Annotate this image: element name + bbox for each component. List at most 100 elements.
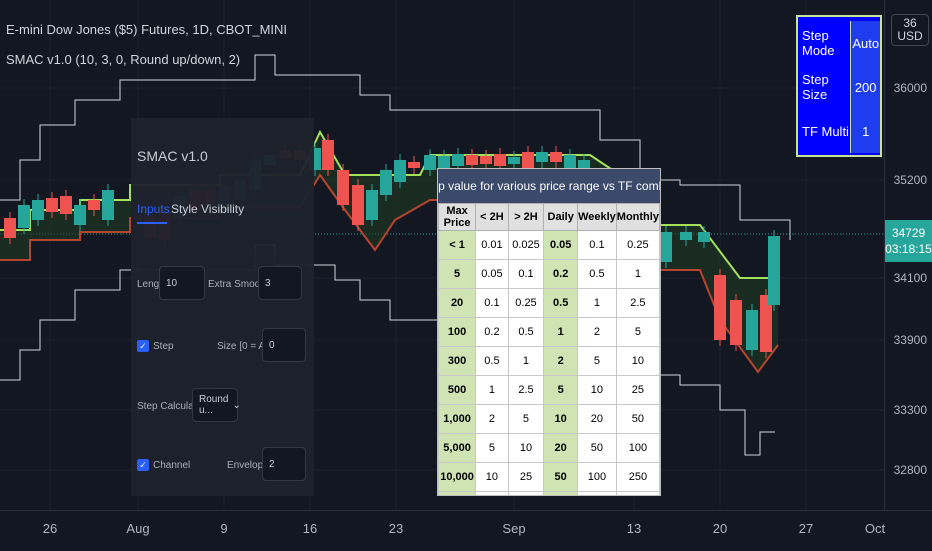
table-cell: 100 xyxy=(543,491,579,495)
envelope-input[interactable]: 2 xyxy=(262,447,306,481)
candle-body xyxy=(88,200,100,210)
size-label: Size [0 = Auto] xyxy=(217,341,282,352)
tab-visibility[interactable]: Visibility xyxy=(201,202,245,216)
last-price: 34729 xyxy=(891,226,926,240)
table-cell: 1,000 xyxy=(438,404,477,434)
currency-label: USD xyxy=(897,29,923,43)
price-label: 34100 xyxy=(893,271,927,285)
candle-body xyxy=(522,152,534,168)
time-label: 9 xyxy=(220,521,228,536)
table-cell: 2.5 xyxy=(507,375,545,405)
candle-body xyxy=(32,200,44,220)
table-cell: 20 xyxy=(475,491,509,495)
table-cell: < 1 xyxy=(438,230,477,260)
table-cell: 100 xyxy=(615,433,660,463)
table-cell: 0.5 xyxy=(543,288,579,318)
step-calculation-select[interactable]: Round u... ⌄ xyxy=(192,388,241,422)
candle-body xyxy=(337,170,349,205)
time-axis[interactable]: 26 Aug 9 16 23 Sep 13 20 27 Oct xyxy=(0,510,932,551)
table-cell: 0.05 xyxy=(475,259,509,289)
candle-body xyxy=(74,205,86,225)
time-label: 16 xyxy=(302,521,318,536)
column-header: < 2H xyxy=(475,203,509,231)
candle-body xyxy=(508,157,520,164)
step-calculation-value: Round u... xyxy=(199,394,229,416)
currency-button[interactable]: 36 USD xyxy=(891,14,929,46)
candle-body xyxy=(380,170,392,195)
step-label: Step xyxy=(153,341,174,352)
table-cell: 25 xyxy=(615,375,660,405)
length-input[interactable]: 10 xyxy=(159,266,205,300)
chevron-down-icon: ⌄ xyxy=(232,399,241,411)
channel-label: Channel xyxy=(153,460,191,471)
table-cell: 50 xyxy=(543,462,579,492)
envelope-label: Envelope % xyxy=(227,460,281,471)
table-cell: 10 xyxy=(543,404,579,434)
candle-body xyxy=(550,152,562,162)
table-cell: 0.1 xyxy=(507,259,545,289)
table-cell: 20 xyxy=(577,404,617,434)
step-mode-value: Auto xyxy=(850,21,880,65)
table-cell: 0.5 xyxy=(475,346,509,376)
active-tab-indicator xyxy=(137,222,167,224)
autostep-title: Auto-step value for various price range … xyxy=(438,169,660,203)
table-cell: 0.2 xyxy=(475,317,509,347)
symbol-title: E-mini Dow Jones ($5) Futures, 1D, CBOT_… xyxy=(6,22,288,37)
candle-body xyxy=(760,295,772,352)
table-cell: 0.5 xyxy=(507,317,545,347)
table-cell: 2 xyxy=(543,346,579,376)
time-label: 23 xyxy=(388,521,404,536)
table-cell: 0.01 xyxy=(475,230,509,260)
tf-multi-row: TF Multi 1 xyxy=(798,109,880,153)
candle-body xyxy=(102,190,114,220)
smoothing-input[interactable]: 3 xyxy=(258,266,302,300)
candle-body xyxy=(730,300,742,345)
smoothing-label: Extra Smoothing xyxy=(208,279,282,290)
table-cell: 0.025 xyxy=(507,230,545,260)
lower-envelope-line xyxy=(0,244,775,456)
table-cell: 2 xyxy=(577,317,617,347)
table-cell: 2 xyxy=(475,404,509,434)
table-cell: 0.1 xyxy=(475,288,509,318)
candle-body xyxy=(466,155,478,165)
lower-channel-line xyxy=(0,173,779,374)
size-input[interactable]: 0 xyxy=(262,328,306,362)
table-cell: 5 xyxy=(438,259,477,289)
step-size-row: Step Size 200 xyxy=(798,65,880,109)
settings-dialog[interactable]: SMAC v1.0 Inputs Style Visibility Length… xyxy=(131,118,314,496)
candle-body xyxy=(746,310,758,350)
indicator-title[interactable]: SMAC v1.0 (10, 3, 0, Round up/down, 2) xyxy=(6,52,241,67)
table-cell: 2.5 xyxy=(615,288,660,318)
tab-style[interactable]: Style xyxy=(171,202,198,216)
table-cell: 300 xyxy=(438,346,477,376)
price-label: 33900 xyxy=(893,333,927,347)
tab-inputs[interactable]: Inputs xyxy=(137,202,170,216)
candle-body xyxy=(698,232,710,242)
step-checkbox[interactable]: ✓ xyxy=(137,340,149,352)
column-header: Monthly xyxy=(615,203,660,231)
table-cell: 25 xyxy=(507,462,545,492)
table-cell: 5 xyxy=(577,346,617,376)
table-cell: 500 xyxy=(438,375,477,405)
table-row: 20 0.1 0.25 0.5 1 2.5 xyxy=(438,288,660,318)
last-price-badge: 34729 03:18:15 xyxy=(885,220,932,262)
table-cell: 0.25 xyxy=(615,230,660,260)
time-label: 26 xyxy=(42,521,58,536)
column-header: Max Price xyxy=(438,203,477,231)
candle-body xyxy=(768,236,780,305)
table-cell: 1 xyxy=(543,317,579,347)
price-label: 33300 xyxy=(893,403,927,417)
candle-body xyxy=(480,156,492,164)
tf-multi-label: TF Multi xyxy=(802,123,849,139)
price-label: 36000 xyxy=(893,81,927,95)
candle-body xyxy=(424,155,436,170)
channel-checkbox[interactable]: ✓ xyxy=(137,459,149,471)
time-label: Aug xyxy=(126,521,150,536)
candle-body xyxy=(322,140,334,170)
table-cell: 5 xyxy=(507,404,545,434)
table-row: 1,000 2 5 10 20 50 xyxy=(438,404,660,434)
table-cell: 0.2 xyxy=(543,259,579,289)
candle-body xyxy=(4,218,16,238)
table-row: 10,000 10 25 50 100 250 xyxy=(438,462,660,492)
table-row: 300 0.5 1 2 5 10 xyxy=(438,346,660,376)
